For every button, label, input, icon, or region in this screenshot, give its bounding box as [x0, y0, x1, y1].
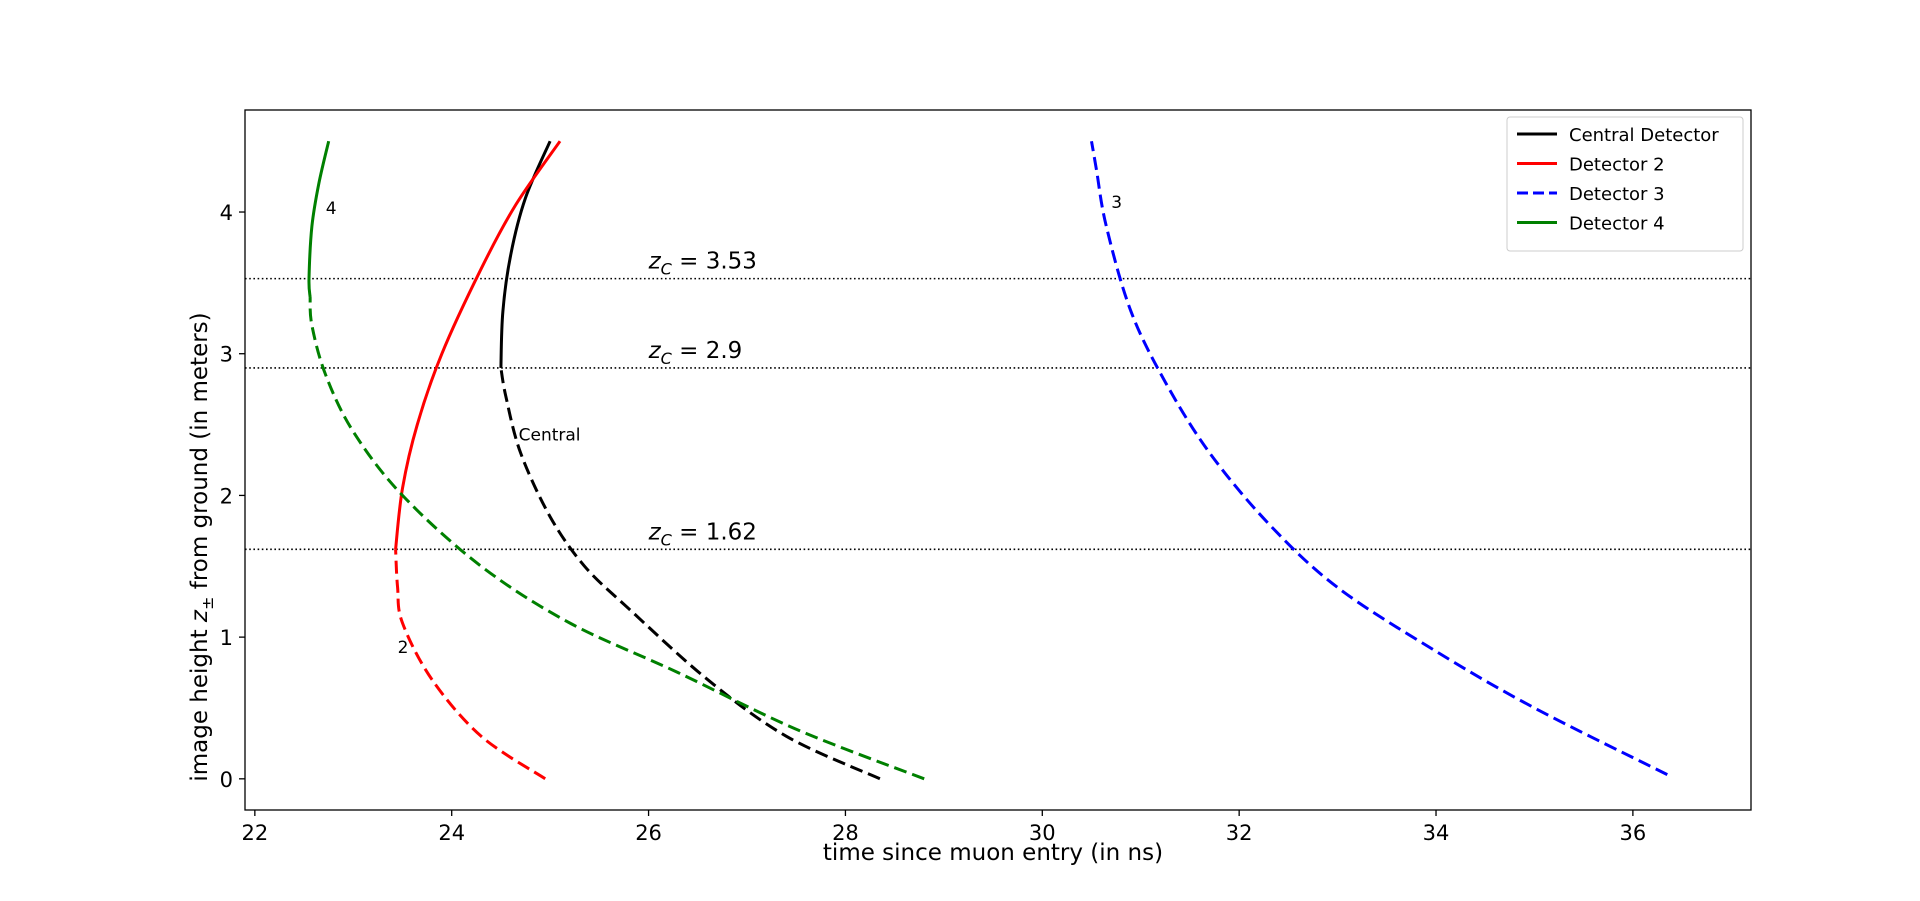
series-line-dashed: [394, 549, 547, 781]
y-axis-label-var: z: [187, 609, 213, 623]
series-line-dashed: [1090, 140, 1668, 776]
series-line-dashed: [308, 296, 925, 781]
plot-frame: [244, 109, 1752, 811]
y-tick-label: 1: [220, 626, 233, 650]
series-line-solid: [394, 140, 562, 550]
series-line-solid: [307, 140, 331, 298]
y-axis-label-main: image height: [187, 622, 213, 782]
x-tick-label: 24: [438, 821, 465, 845]
legend-entry: Detector 4: [1517, 214, 1665, 235]
curve-annotation: 2: [398, 638, 409, 658]
x-tick-label: 34: [1423, 821, 1450, 845]
legend: Central Detector Detector 2 Detector 3 Dete…: [1506, 116, 1744, 252]
curve-annotation: Central: [519, 425, 581, 445]
legend-label: Detector 2: [1569, 155, 1665, 176]
x-axis-label: time since muon entry (in ns): [823, 840, 1163, 866]
reference-line-label: zC = 1.62: [648, 519, 757, 549]
x-tick-label: 28: [832, 821, 859, 845]
y-tick-label: 4: [220, 201, 233, 225]
x-tick-label: 32: [1226, 821, 1253, 845]
y-axis-label-sub: ±: [198, 597, 217, 610]
legend-entry: Detector 2: [1517, 155, 1665, 176]
curve-annotation: 4: [326, 199, 337, 219]
series-detector-2: [394, 140, 562, 781]
series-layer: [307, 140, 1668, 781]
x-tick-label: 36: [1620, 821, 1647, 845]
legend-label: Central Detector: [1569, 125, 1719, 146]
x-tick-label: 26: [635, 821, 662, 845]
legend-entry: Central Detector: [1517, 125, 1719, 146]
reference-lines: zC = 3.53 zC = 2.9 zC = 1.62: [245, 249, 1751, 551]
legend-box: [1506, 116, 1744, 252]
y-axis-label-tail: from ground (in meters): [187, 312, 213, 596]
legend-entry: Detector 3: [1517, 184, 1665, 205]
curve-annotations: Central 2 3 4: [326, 193, 1122, 658]
y-tick-label: 3: [220, 343, 233, 367]
reference-line-label: zC = 3.53: [648, 249, 757, 279]
reference-line-label: zC = 2.9: [648, 338, 743, 368]
y-tick-label: 2: [220, 484, 233, 508]
y-tick-label: 0: [220, 768, 233, 792]
x-tick-label: 30: [1029, 821, 1056, 845]
legend-label: Detector 3: [1569, 184, 1665, 205]
x-tick-label: 22: [241, 821, 268, 845]
series-detector-3: [1090, 140, 1668, 776]
plot-background: [245, 110, 1751, 810]
legend-label: Detector 4: [1569, 214, 1665, 235]
series-line-dashed: [499, 367, 881, 781]
y-axis-label: image height z± from ground (in meters): [187, 312, 217, 781]
series-detector-4: [307, 140, 925, 781]
plot-area: [245, 110, 1751, 810]
curve-annotation: 3: [1111, 193, 1122, 213]
